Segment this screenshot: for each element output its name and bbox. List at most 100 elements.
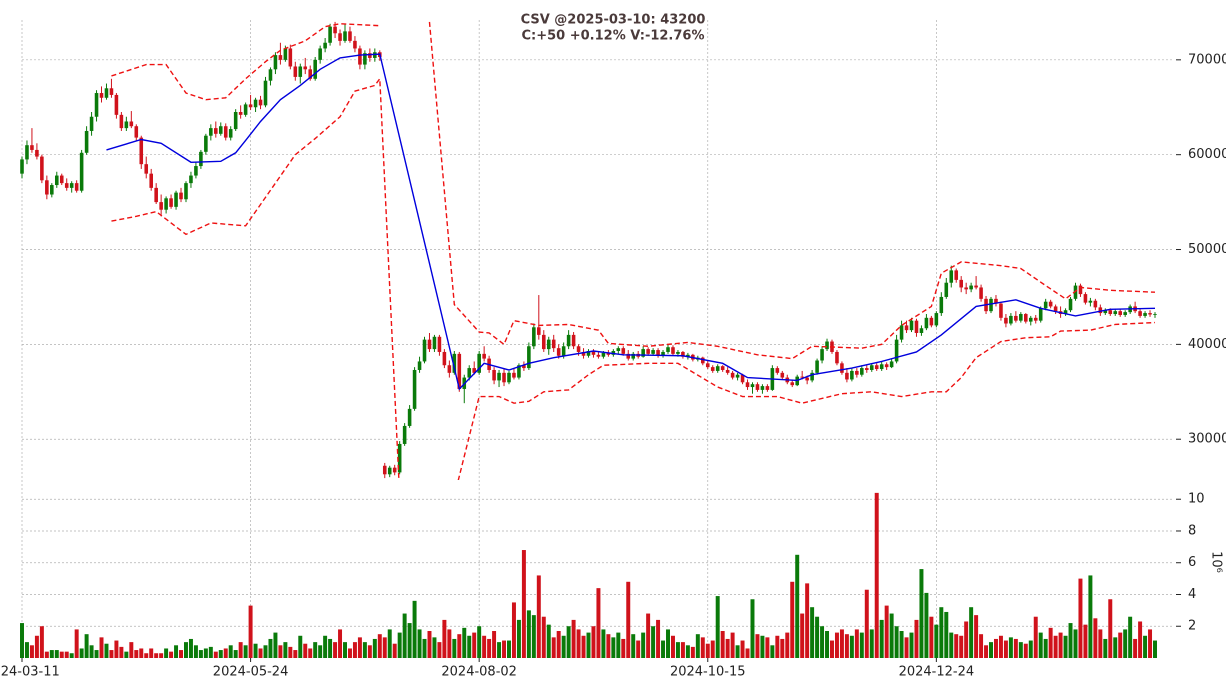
candle-body [79,152,84,191]
candle-body [442,351,447,366]
volume-bar [303,643,308,658]
candle-body [447,365,452,373]
volume-bar [760,635,765,658]
volume-bar [169,651,174,658]
volume-bar [790,581,795,658]
volume-axis-label: 10⁶ [1209,551,1224,573]
candle-body [710,367,715,371]
candle-body [89,116,94,131]
candle-body [333,26,337,34]
volume-bar [536,575,541,658]
volume-bar [59,651,64,658]
candle-body [1033,317,1038,321]
volume-bar [343,642,347,658]
volume-bar [452,638,457,658]
grid-layer: 2024-03-11 2024-05-24 2024-08-02 2024-10-15… [0,20,1226,680]
candle-body [755,384,760,390]
volume-bar [422,638,427,658]
candle-body [407,408,412,426]
volume-bar [213,651,218,658]
candle-body [35,149,39,157]
candle-body [591,351,596,355]
volume-bar [263,645,268,658]
volume-bar [1088,575,1093,658]
volume-bar [472,632,477,658]
volume-bar [661,640,666,658]
volume-bar [44,651,49,658]
candle-body [666,347,670,352]
candle-body [1024,314,1028,322]
volume-bar [54,650,59,658]
volume-bar [770,645,775,658]
candle-body [765,386,770,390]
volume-bar [651,626,656,658]
volume-bar [129,642,134,658]
volume-bar [899,631,904,658]
volume-bar [1148,629,1153,658]
volume-bar [581,635,586,658]
volume-bar [492,631,497,658]
candle-body [417,361,422,370]
volume-bar [174,645,179,658]
candle-body [238,112,243,115]
candle-body [750,384,755,388]
candle-body [944,282,949,297]
volume-tick-label: 6 [1188,555,1196,570]
volume-bar [1143,635,1148,658]
candle-body [343,31,347,41]
candle-body [263,80,268,106]
volume-bar [546,624,551,658]
volume-bar [511,602,516,658]
y-tick-label: 30000 [1188,432,1226,447]
volume-bar [29,645,34,658]
candle-body [725,369,730,373]
volume-bar [884,605,889,658]
candle-body [278,55,283,60]
candle-body [914,320,919,333]
volume-bar [641,632,646,658]
volume-bar [74,629,79,658]
volume-bar [417,629,422,658]
candle-body [860,368,864,375]
candle-body [720,366,725,370]
candle-body [69,183,74,188]
candle-body [656,350,660,356]
volume-bar [218,650,223,658]
volume-bar [34,635,39,658]
volume-bar [889,613,894,658]
candle-body [1113,311,1118,315]
candle-body [1048,301,1053,307]
volume-bar [611,637,616,658]
volume-bar [462,627,467,658]
candle-body [104,88,109,98]
candle-body [527,346,531,369]
volume-bar [735,645,740,658]
candle-body [392,467,397,473]
candle-body [30,145,34,150]
candle-body [909,320,914,331]
volume-bar [164,648,169,658]
volume-bar [705,643,710,658]
candle-body [477,353,481,373]
volume-bar [308,648,313,658]
volume-bar [566,626,571,658]
volume-bar [1073,629,1078,658]
candle-body [233,112,238,130]
volume-bar [134,650,139,658]
volume-bar [318,645,323,658]
volume-bar [447,629,452,658]
candle-body [735,374,740,378]
band-line [111,76,1156,480]
candle-body [546,339,551,350]
candle-body [1148,313,1152,315]
candle-body [561,346,566,356]
volume-bar [188,638,193,658]
candle-body [1083,294,1088,303]
volume-bar [1003,640,1008,658]
volume-bar [1118,632,1123,658]
band-line [111,21,1156,360]
volume-bar [457,634,462,658]
volume-bar [725,638,730,658]
candle-body [571,334,576,347]
candle-body [879,364,884,370]
